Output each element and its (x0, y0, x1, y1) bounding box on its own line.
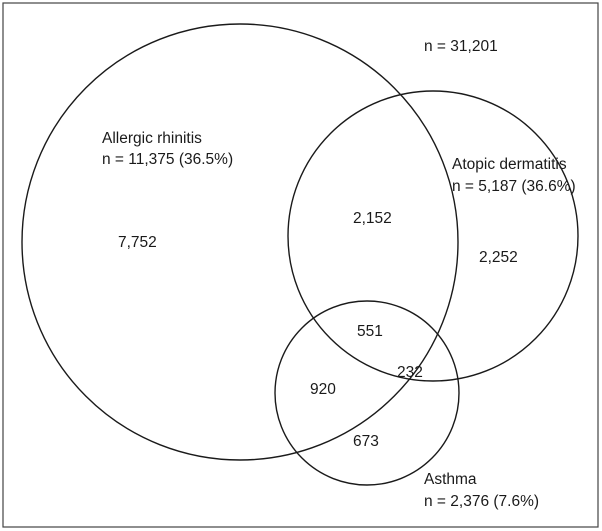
allergic-rhinitis-count: n = 11,375 (36.5%) (102, 151, 233, 168)
asthma-circle (274, 300, 460, 486)
region-ar-asthma: 920 (310, 381, 336, 398)
allergic-rhinitis-circle (21, 23, 459, 461)
total-count: n = 31,201 (424, 38, 498, 55)
region-ad-asthma: 232 (397, 364, 423, 381)
allergic-rhinitis-label: Allergic rhinitis (102, 130, 202, 147)
atopic-dermatitis-label: Atopic dermatitis (452, 156, 567, 173)
region-ad-only: 2,252 (479, 249, 518, 266)
region-asthma-only: 673 (353, 433, 379, 450)
region-all-three: 551 (357, 323, 383, 340)
atopic-dermatitis-circle (287, 90, 579, 382)
asthma-count: n = 2,376 (7.6%) (424, 493, 539, 510)
region-ar-only: 7,752 (118, 234, 157, 251)
asthma-label: Asthma (424, 471, 477, 488)
region-ar-ad: 2,152 (353, 210, 392, 227)
atopic-dermatitis-count: n = 5,187 (36.6%) (452, 178, 576, 195)
